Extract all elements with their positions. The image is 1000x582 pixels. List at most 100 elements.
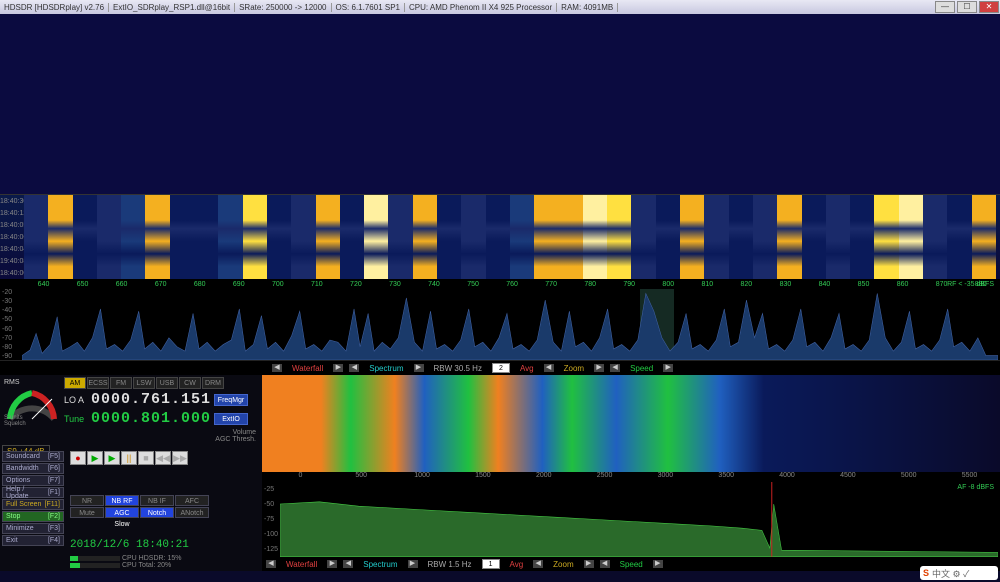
freqmgr-button[interactable]: FreqMgr	[214, 394, 248, 406]
zoom-left-arrow[interactable]: ◀	[544, 364, 554, 372]
pause-button[interactable]: ||	[121, 451, 137, 465]
rbw-label: RBW 30.5 Hz	[430, 364, 486, 373]
close-button[interactable]: ✕	[979, 1, 999, 13]
mode-fm[interactable]: FM	[110, 377, 132, 389]
title-app: HDSDR [HDSDRplay] v2.76	[0, 3, 109, 12]
mode-lsw[interactable]: LSW	[133, 377, 155, 389]
af-zoom-right[interactable]: ▶	[584, 560, 594, 568]
lo-frequency[interactable]: 0000.761.151	[91, 391, 211, 408]
af-zoom-label[interactable]: Zoom	[549, 560, 577, 569]
play2-button[interactable]: ▶	[104, 451, 120, 465]
squelch-label: S-units Squelch	[4, 415, 26, 427]
side-stop[interactable]: Stop[F2]	[2, 511, 64, 522]
timestamp: 2018/12/6 18:40:21	[70, 539, 189, 551]
spectrum-right-arrow[interactable]: ▶	[414, 364, 424, 372]
window-titlebar: HDSDR [HDSDRplay] v2.76 ExtIO_SDRplay_RS…	[0, 0, 1000, 14]
waterfall-label[interactable]: Waterfall	[288, 364, 327, 373]
avg-label[interactable]: Avg	[516, 364, 538, 373]
af-y-scale: -25-50-75-100-125	[264, 482, 278, 557]
rf-waterfall[interactable]: 18:40:3018:40:1218:40:0518:40:0618:40:04…	[0, 194, 1000, 279]
side-exit[interactable]: Exit[F4]	[2, 535, 64, 546]
af-waterfall-right[interactable]: ▶	[327, 560, 337, 568]
rf-control-bar: ◀ Waterfall ▶ ◀ Spectrum ▶ RBW 30.5 Hz A…	[0, 361, 1000, 375]
rf-level-label: RF < -35 dBFS	[947, 281, 994, 288]
af-spectrum-right[interactable]: ▶	[408, 560, 418, 568]
title-cpu: CPU: AMD Phenom II X4 925 Processor	[405, 3, 557, 12]
mode-cw[interactable]: CW	[179, 377, 201, 389]
af-speed-right[interactable]: ▶	[653, 560, 663, 568]
control-panel: RMS S-units Squelch AMECSSFMLSWUSBCWDRM …	[0, 375, 262, 571]
mode-drm[interactable]: DRM	[202, 377, 224, 389]
side-soundcard[interactable]: Soundcard[F5]	[2, 451, 64, 462]
tune-frequency[interactable]: 0000.801.000	[91, 410, 211, 427]
dsp-nb-if[interactable]: NB IF	[140, 495, 174, 506]
speed-right-arrow[interactable]: ▶	[663, 364, 673, 372]
dsp-mute[interactable]: Mute	[70, 507, 104, 518]
mode-ecss[interactable]: ECSS	[87, 377, 109, 389]
tune-label: Tune	[64, 414, 88, 424]
rf-spectrum[interactable]: -20-30-40-50-60-70-80-90	[0, 289, 1000, 361]
waterfall-time-scale: 18:40:3018:40:1218:40:0518:40:0618:40:04…	[0, 195, 22, 279]
zoom-label[interactable]: Zoom	[560, 364, 588, 373]
af-avg-label[interactable]: Avg	[506, 560, 528, 569]
mode-usb[interactable]: USB	[156, 377, 178, 389]
dsp-nr[interactable]: NR	[70, 495, 104, 506]
upper-blank-area	[0, 14, 1000, 194]
af-spectrum[interactable]: -25-50-75-100-125 AF -8 dBFS	[262, 482, 1000, 557]
waterfall-left-arrow[interactable]: ◀	[272, 364, 282, 372]
rewind-button[interactable]: ◀◀	[155, 451, 171, 465]
dsp-agc-slow[interactable]: AGC Slow	[105, 507, 139, 518]
forward-button[interactable]: ▶▶	[172, 451, 188, 465]
spectrum-label[interactable]: Spectrum	[365, 364, 407, 373]
sogou-icon: S	[923, 568, 929, 578]
volume-label: Volume	[64, 429, 256, 436]
side-full-screen[interactable]: Full Screen[F11]	[2, 499, 64, 510]
af-spectrum-left[interactable]: ◀	[343, 560, 353, 568]
ime-text: 中文 ⚙ ✓	[932, 567, 969, 580]
af-zoom-left[interactable]: ◀	[533, 560, 543, 568]
maximize-button[interactable]: ☐	[957, 1, 977, 13]
af-control-bar: ◀ Waterfall ▶ ◀ Spectrum ▶ RBW 1.5 Hz Av…	[262, 557, 1000, 571]
title-os: OS: 6.1.7601 SP1	[332, 3, 406, 12]
af-waterfall-label[interactable]: Waterfall	[282, 560, 321, 569]
side-minimize[interactable]: Minimize[F3]	[2, 523, 64, 534]
af-speed-label[interactable]: Speed	[616, 560, 647, 569]
rms-label: RMS	[4, 379, 20, 386]
title-srate: SRate: 250000 -> 12000	[235, 3, 331, 12]
title-extio: ExtIO_SDRplay_RSP1.dll@16bit	[109, 3, 235, 12]
zoom-right-arrow[interactable]: ▶	[594, 364, 604, 372]
dsp-nb-rf[interactable]: NB RF	[105, 495, 139, 506]
speed-label[interactable]: Speed	[626, 364, 657, 373]
mode-am[interactable]: AM	[64, 377, 86, 389]
ime-toolbar[interactable]: S 中文 ⚙ ✓	[920, 566, 998, 580]
play-button[interactable]: ▶	[87, 451, 103, 465]
avg-input[interactable]	[492, 363, 510, 373]
af-avg-input[interactable]	[482, 559, 500, 569]
rf-frequency-scale[interactable]: 6406506606706806907007107207307407507607…	[0, 279, 1000, 289]
side-options[interactable]: Options[F7]	[2, 475, 64, 486]
side-bandwidth[interactable]: Bandwidth[F6]	[2, 463, 64, 474]
minimize-button[interactable]: —	[935, 1, 955, 13]
record-button[interactable]: ●	[70, 451, 86, 465]
spectrum-y-scale: -20-30-40-50-60-70-80-90	[2, 289, 20, 360]
af-frequency-scale[interactable]: 0500100015002000250030003500400045005000…	[262, 472, 1000, 482]
speed-left-arrow[interactable]: ◀	[610, 364, 620, 372]
af-speed-left[interactable]: ◀	[600, 560, 610, 568]
dsp-afc[interactable]: AFC	[175, 495, 209, 506]
extio-button[interactable]: ExtIO	[214, 413, 248, 425]
transport-controls: ●▶▶||■◀◀▶▶	[70, 451, 188, 465]
dsp-anotch[interactable]: ANotch	[175, 507, 209, 518]
spectrum-left-arrow[interactable]: ◀	[349, 364, 359, 372]
signal-meter: RMS S-units Squelch	[2, 377, 62, 427]
mode-buttons: AMECSSFMLSWUSBCWDRM	[64, 377, 260, 389]
stop-button[interactable]: ■	[138, 451, 154, 465]
af-waterfall-left[interactable]: ◀	[266, 560, 276, 568]
dsp-notch[interactable]: Notch	[140, 507, 174, 518]
af-spectrum-label[interactable]: Spectrum	[359, 560, 401, 569]
waterfall-right-arrow[interactable]: ▶	[333, 364, 343, 372]
lo-label: LO A	[64, 395, 88, 405]
cpu-usage: CPU HDSDR: 15% CPU Total: 20%	[70, 555, 181, 569]
af-waterfall[interactable]	[262, 375, 1000, 472]
side-help-update[interactable]: Help / Update[F1]	[2, 487, 64, 498]
af-rbw-label: RBW 1.5 Hz	[424, 560, 476, 569]
